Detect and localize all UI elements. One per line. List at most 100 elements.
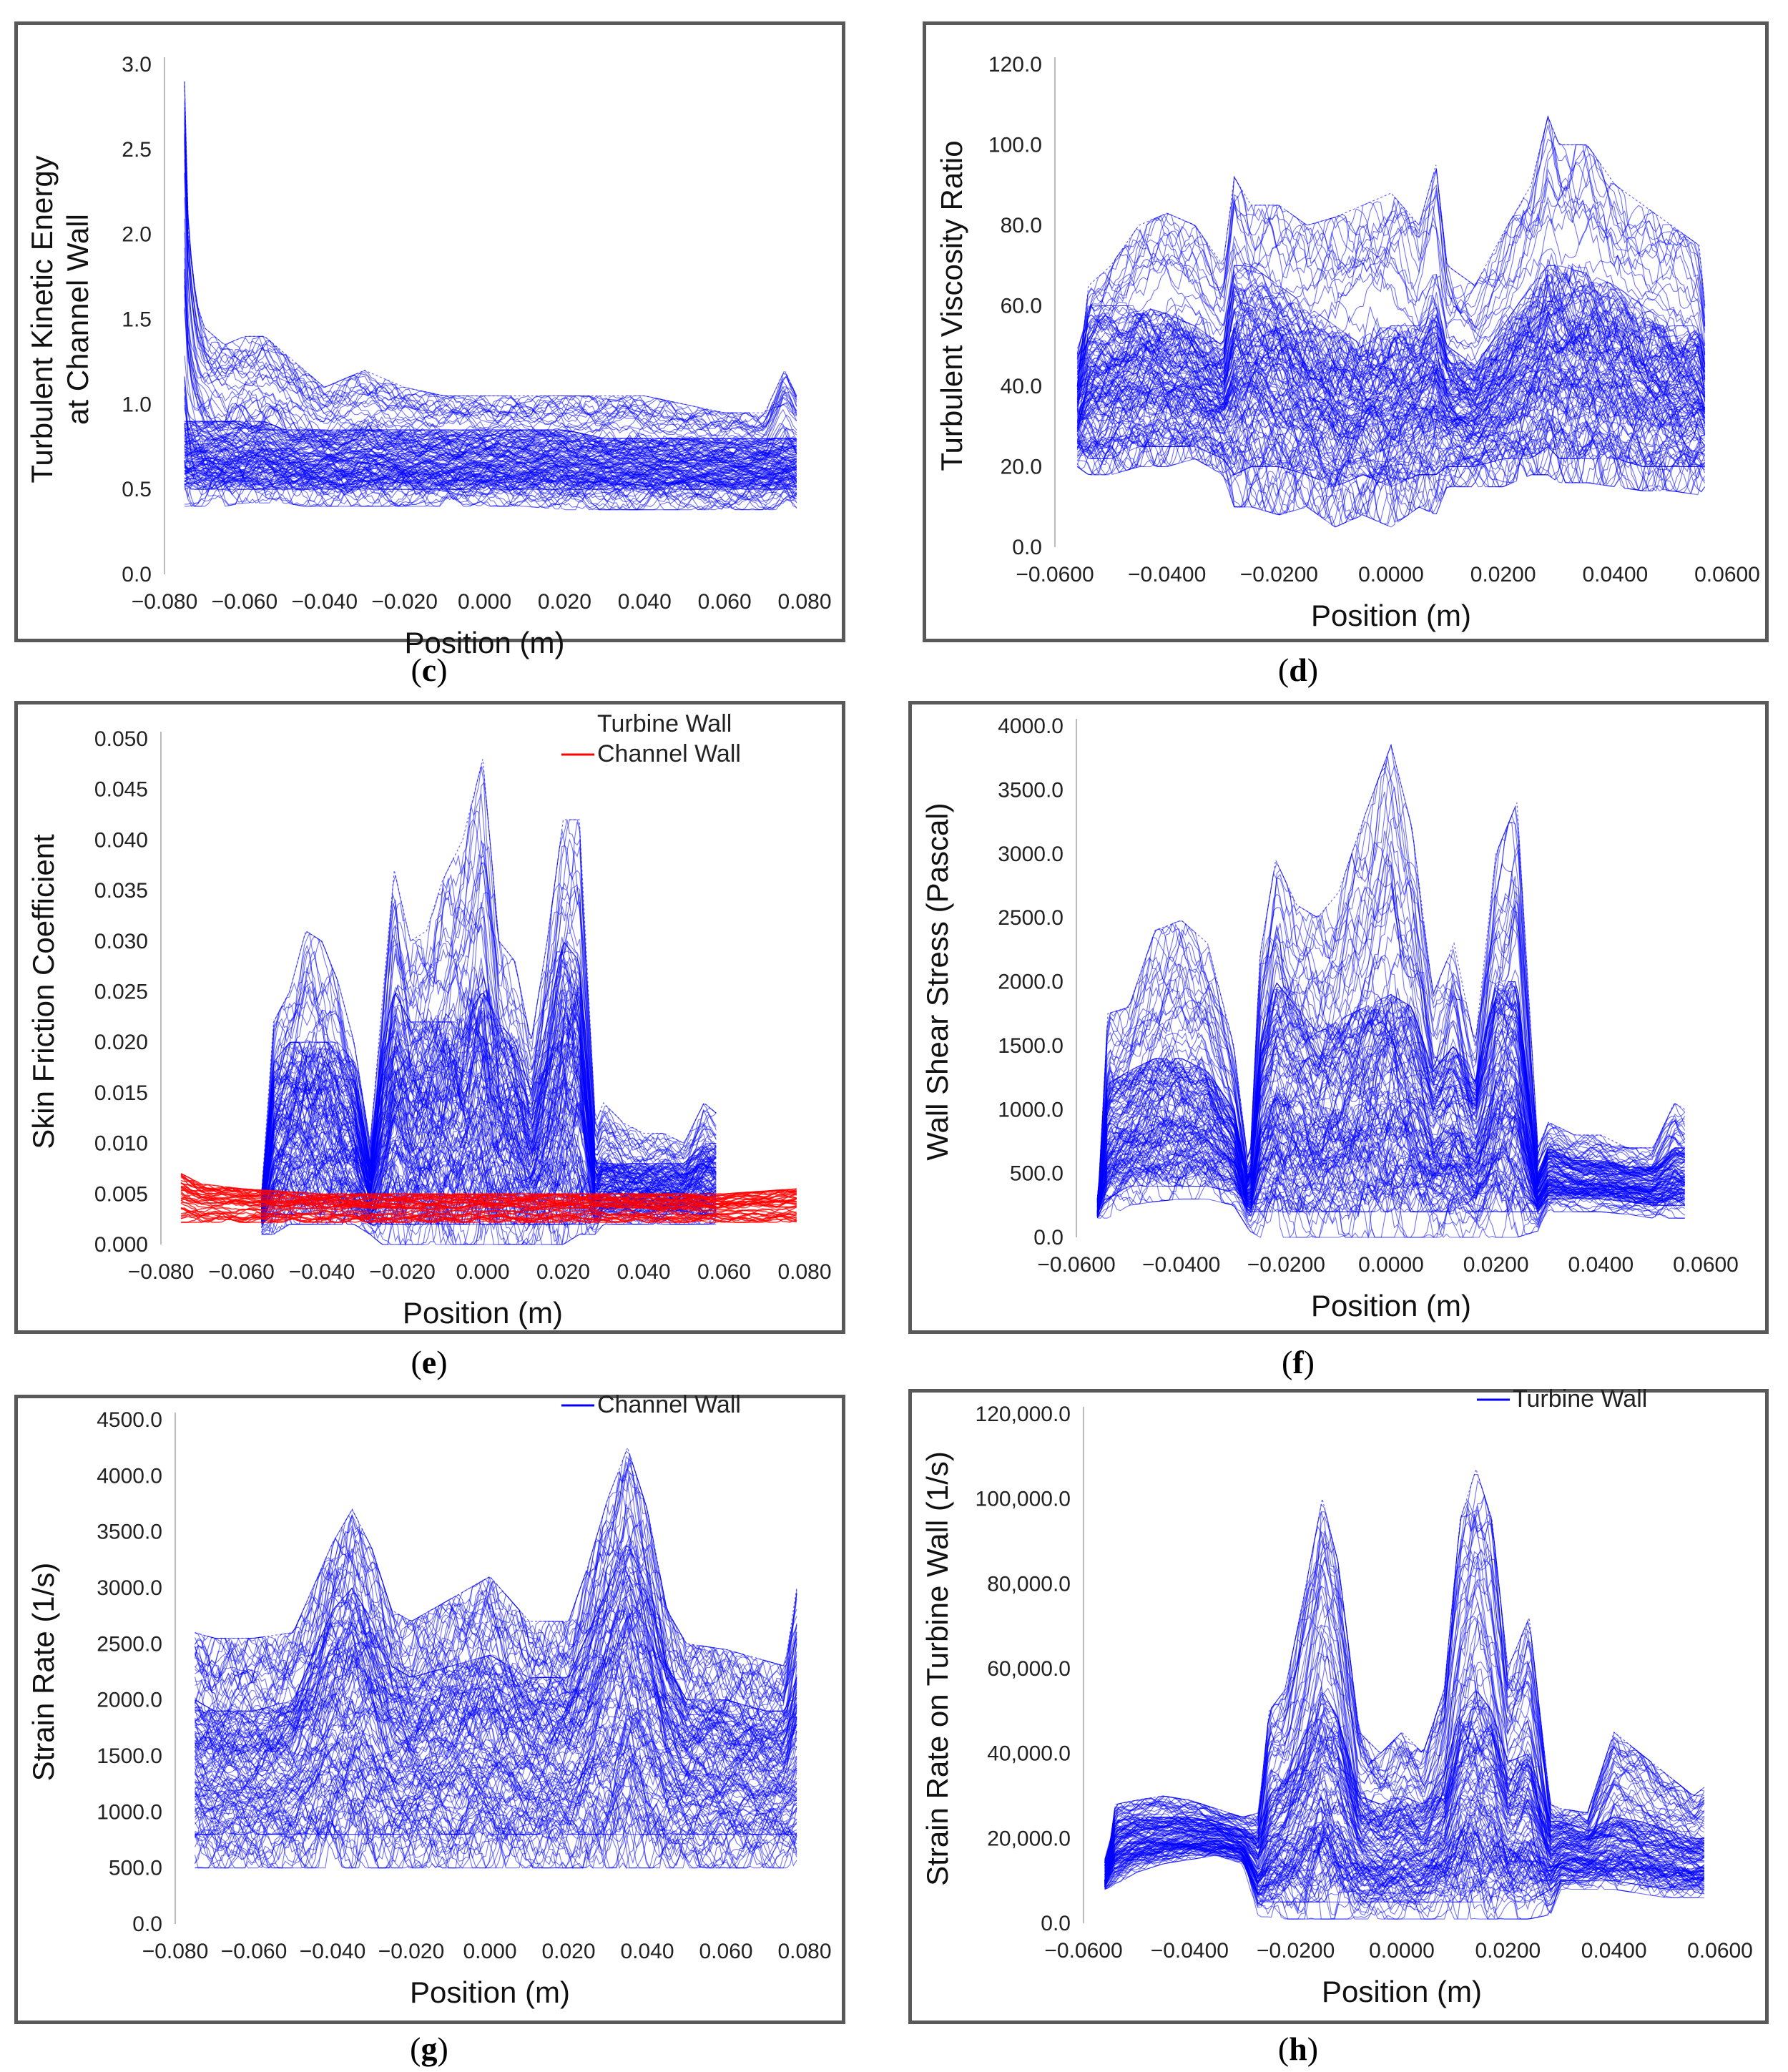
series-line-c: [184, 285, 797, 469]
series-line-g: [195, 1682, 797, 1785]
series-line-f: [1096, 1039, 1685, 1216]
series-line-g: [195, 1722, 797, 1810]
x-tick-label-d: 0.0400: [1582, 563, 1648, 586]
chart-svg-g: 0.0 500.0 1000.0 1500.0 2000.0 2500.0 3000.0 35…: [26, 1391, 832, 2009]
y-axis-label-g: Strain Rate (1/s): [26, 1563, 60, 1782]
chart-panel-g: 0.0 500.0 1000.0 1500.0 2000.0 2500.0 3000.0 35…: [14, 1391, 845, 2024]
series-line-g: [195, 1722, 797, 1834]
series-line-g: [195, 1602, 797, 1754]
series-line-d: [1076, 265, 1706, 373]
x-tick-label-f: 0.0200: [1463, 1253, 1529, 1277]
series-line-d: [1076, 139, 1706, 390]
series-line-c: [184, 134, 797, 431]
series-line-d: [1076, 366, 1706, 423]
series-line-c: [184, 82, 797, 432]
series-line-d: [1076, 207, 1706, 411]
y-tick-label-h: 0.0: [1041, 1912, 1071, 1935]
chart-svg-d: 0.0 20.0 40.0 60.0 80.0 100.0 120.0 −0.0600 −0.0…: [935, 53, 1760, 632]
series-line-c: [184, 122, 797, 438]
caption-f: (f): [1282, 1344, 1315, 1380]
series-line-g: [195, 1744, 797, 1815]
series-line-c: [184, 460, 797, 511]
y-tick-label-g: 2500.0: [97, 1632, 162, 1656]
series-line-d: [1076, 340, 1705, 421]
y-tick-label-f: 3500.0: [998, 778, 1064, 802]
y-tick-label-f: 3000.0: [998, 843, 1064, 866]
series-line-h: [1104, 1852, 1704, 1902]
series-line-f: [1096, 1066, 1685, 1217]
x-tick-label-d: −0.0200: [1240, 563, 1318, 586]
series-line-e: [180, 1196, 797, 1209]
y-tick-label-c: 1.5: [122, 308, 152, 332]
series-line-f: [1096, 757, 1685, 1213]
series-line-f: [1096, 1138, 1685, 1211]
series-line-c: [184, 476, 797, 490]
series-line-g: [195, 1629, 797, 1782]
x-axis-label-g: Position (m): [410, 1975, 570, 2009]
y-tick-label-c: 2.5: [122, 138, 152, 162]
series-line-d: [1076, 310, 1706, 436]
series-line-f: [1096, 982, 1685, 1199]
series-line-d: [1077, 434, 1705, 486]
series-g-channel-wall: [194, 1446, 797, 1870]
x-tick-label-h: 0.0000: [1369, 1939, 1435, 1963]
series-line-g: [194, 1463, 797, 1684]
y-tick-label-h: 120,000.0: [976, 1403, 1071, 1426]
series-line-g: [195, 1563, 797, 1733]
y-tick-label-g: 1500.0: [97, 1744, 162, 1768]
series-line-d: [1076, 378, 1706, 488]
series-line-h: [1104, 1787, 1704, 1872]
series-line-c: [184, 421, 797, 446]
series-line-g: [195, 1545, 797, 1728]
y-tick-label-g: 500.0: [109, 1857, 162, 1880]
series-line-h: [1104, 1837, 1705, 1912]
series-line-h: [1104, 1833, 1704, 1887]
series-line-f: [1096, 1189, 1685, 1238]
series-line-g: [194, 1814, 797, 1869]
series-line-f: [1096, 1166, 1685, 1213]
series-line-h: [1104, 1719, 1705, 1886]
x-tick-label-h: 0.0200: [1475, 1939, 1541, 1963]
series-line-f: [1096, 1108, 1685, 1209]
x-tick-label-f: 0.0600: [1673, 1253, 1739, 1277]
series-line-h: [1104, 1766, 1705, 1870]
y-tick-label-d: 0.0: [1012, 536, 1042, 559]
series-line-e: [261, 1074, 717, 1217]
series-line-c: [184, 309, 797, 473]
series-line-g: [195, 1654, 797, 1768]
chart-panel-d: 0.0 20.0 40.0 60.0 80.0 100.0 120.0 −0.0600 −0.0…: [923, 21, 1769, 642]
series-line-f: [1096, 956, 1686, 1216]
series-line-d: [1076, 333, 1706, 412]
x-tick-label-h: −0.0400: [1151, 1939, 1229, 1963]
series-line-c: [184, 129, 797, 436]
caption-g-letter: g: [421, 2031, 438, 2067]
series-line-e: [180, 1182, 797, 1204]
y-tick-label-g: 4000.0: [97, 1464, 162, 1488]
y-tick-label-d: 120.0: [988, 53, 1042, 77]
series-envelope-e: [261, 759, 717, 1194]
caption-c: (c): [411, 652, 448, 688]
series-line-h: [1104, 1794, 1704, 1887]
y-axis-label-f: Wall Shear Stress (Pascal): [920, 802, 954, 1160]
series-line-h: [1104, 1844, 1705, 1920]
series-line-f: [1096, 858, 1685, 1214]
series-line-h: [1104, 1707, 1705, 1863]
series-line-f: [1096, 878, 1686, 1213]
series-line-c: [184, 450, 797, 471]
series-line-e: [180, 1194, 797, 1210]
x-tick-label-h: 0.0400: [1581, 1939, 1647, 1963]
caption-e-letter: e: [421, 1344, 437, 1380]
series-line-f: [1096, 761, 1686, 1212]
series-line-g: [195, 1547, 797, 1732]
series-line-c: [184, 148, 797, 443]
series-line-h: [1104, 1506, 1705, 1882]
x-tick-label-e: −0.020: [369, 1260, 436, 1284]
series-line-d: [1076, 345, 1706, 423]
series-line-e: [261, 869, 717, 1202]
series-line-d: [1076, 248, 1706, 404]
y-tick-label-c: 2.0: [122, 223, 152, 247]
y-tick-label-c: 0.0: [122, 563, 152, 586]
series-line-g: [195, 1539, 797, 1733]
series-line-c: [184, 142, 797, 432]
x-tick-label-f: −0.0200: [1247, 1253, 1325, 1277]
